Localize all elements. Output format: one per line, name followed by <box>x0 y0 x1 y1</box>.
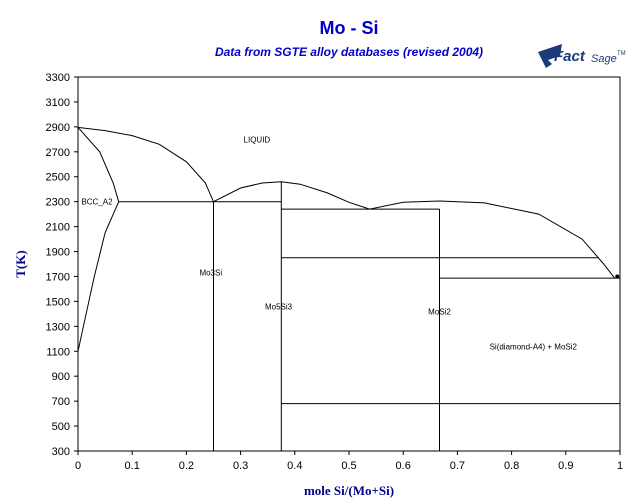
chart-title: Mo - Si <box>320 18 379 38</box>
y-tick-label: 2500 <box>46 172 70 184</box>
x-tick-label: 0.8 <box>504 460 519 472</box>
factsage-logo: Fact Sage TM <box>538 44 626 68</box>
x-tick-label: 0.5 <box>341 460 356 472</box>
x-tick-label: 0.6 <box>396 460 411 472</box>
region-label: Si(diamond-A4) + MoSi2 <box>490 342 578 351</box>
phase-boundaries <box>77 126 621 451</box>
si-melting-marker <box>615 274 620 279</box>
x-tick-label: 0.9 <box>558 460 573 472</box>
y-tick-label: 1100 <box>46 346 70 358</box>
y-axis-label: T(K) <box>13 250 28 277</box>
y-tick-label: 700 <box>52 396 70 408</box>
logo-sub-text: Sage <box>591 53 617 65</box>
phase-line-liquidus-mo-side <box>77 126 214 202</box>
y-tick-label: 1700 <box>46 271 70 283</box>
plot-frame <box>77 76 621 452</box>
y-axis-ticks: 300 500 700 900 1100 1300 1500 1700 1900 2100 2300… <box>46 72 78 458</box>
phase-line-liquidus-mosi2-dome <box>369 200 615 279</box>
y-tick-label: 2700 <box>46 147 70 159</box>
x-tick-label: 1 <box>617 460 623 472</box>
phase-line-solvus-bcc-lower <box>77 201 120 352</box>
region-label: LIQUID <box>244 135 271 144</box>
y-tick-label: 2900 <box>46 122 70 134</box>
y-tick-label: 1900 <box>46 247 70 259</box>
y-tick-label: 900 <box>52 371 70 383</box>
region-labels: LIQUID BCC_A2 Mo3Si Mo5Si3 MoSi2 Si(diamond-A… <box>81 135 620 351</box>
x-tick-label: 0.7 <box>450 460 465 472</box>
y-tick-label: 1500 <box>46 296 70 308</box>
logo-tm-text: TM <box>617 51 626 57</box>
y-tick-label: 3100 <box>46 97 70 109</box>
y-tick-label: 3300 <box>46 72 70 84</box>
x-tick-label: 0.2 <box>179 460 194 472</box>
x-tick-label: 0.1 <box>125 460 140 472</box>
y-tick-label: 1300 <box>46 321 70 333</box>
x-tick-label: 0.3 <box>233 460 248 472</box>
x-axis-label: mole Si/(Mo+Si) <box>304 483 394 498</box>
phase-line-liquidus-mo5si3-dome <box>213 181 370 210</box>
chart-subtitle: Data from SGTE alloy databases (revised … <box>215 45 483 59</box>
x-tick-label: 0.4 <box>287 460 302 472</box>
phase-line-solidus-bcc-upper <box>77 127 120 202</box>
y-tick-label: 300 <box>52 446 70 458</box>
region-label: Mo5Si3 <box>265 302 293 311</box>
y-tick-label: 2100 <box>46 222 70 234</box>
region-label: BCC_A2 <box>81 198 113 207</box>
y-tick-label: 500 <box>52 421 70 433</box>
region-label: Mo3Si <box>199 269 222 278</box>
x-axis-ticks: 0 0.1 0.2 0.3 0.4 0.5 0.6 0.7 0.8 0.9 1 <box>75 451 623 472</box>
logo-main-text: Fact <box>554 48 586 65</box>
region-label: MoSi2 <box>428 307 451 316</box>
factsage-logo-icon <box>538 44 562 68</box>
y-tick-label: 2300 <box>46 197 70 209</box>
x-tick-label: 0 <box>75 460 81 472</box>
